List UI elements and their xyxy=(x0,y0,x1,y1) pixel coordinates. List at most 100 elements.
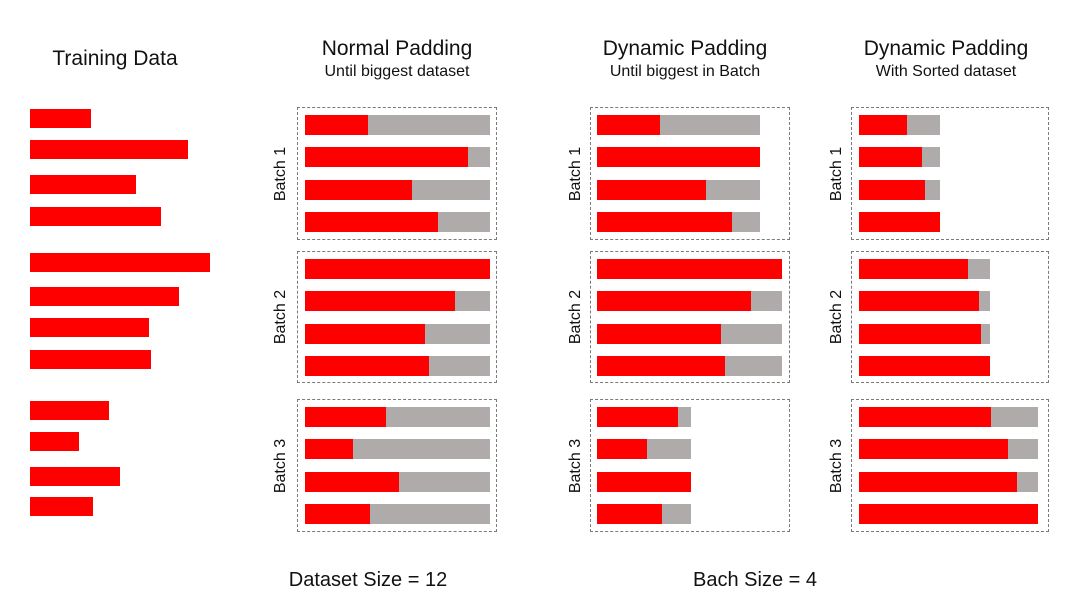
token-fill xyxy=(859,504,1038,524)
dynamic-padding-title: Dynamic Padding xyxy=(602,37,768,60)
dynamic-sample-bar xyxy=(597,324,782,344)
token-fill xyxy=(859,115,908,135)
dynamic-sample-bar xyxy=(597,180,760,200)
batch-label: Batch 1 xyxy=(567,146,584,201)
normal-sample-bar xyxy=(305,439,490,459)
token-fill xyxy=(597,439,647,459)
dynamic-sample-bar xyxy=(597,291,782,311)
token-fill xyxy=(859,407,992,427)
normal-batch-box xyxy=(297,251,497,383)
sorted-sample-bar xyxy=(859,259,990,279)
normal-sample-bar xyxy=(305,407,490,427)
dynamic-sample-bar xyxy=(597,147,760,167)
padding-fill xyxy=(750,291,782,311)
token-fill xyxy=(597,180,707,200)
dynamic-padding-subtitle: Until biggest in Batch xyxy=(609,63,761,80)
padding-fill xyxy=(678,407,692,427)
token-fill xyxy=(859,180,926,200)
token-fill xyxy=(305,504,370,524)
padding-fill xyxy=(467,147,490,167)
padding-fill xyxy=(425,324,490,344)
dynamic-batch-box xyxy=(590,399,790,532)
token-fill xyxy=(859,356,990,376)
training-data-title: Training Data xyxy=(52,47,178,70)
dynamic-batch-box xyxy=(590,251,790,383)
batch-label: Batch 2 xyxy=(272,289,289,345)
padding-fill xyxy=(369,504,490,524)
normal-sample-bar xyxy=(305,259,490,279)
padding-fill xyxy=(980,324,990,344)
sorted-sample-bar xyxy=(859,212,940,232)
padding-fill xyxy=(907,115,940,135)
token-fill xyxy=(859,147,922,167)
sorted-sample-bar xyxy=(859,147,940,167)
token-fill xyxy=(305,180,413,200)
token-fill xyxy=(305,356,429,376)
padding-fill xyxy=(925,180,940,200)
sorted-sample-bar xyxy=(859,180,940,200)
padding-fill xyxy=(353,439,490,459)
normal-sample-bar xyxy=(305,472,490,492)
normal-sample-bar xyxy=(305,115,490,135)
batch-label: Batch 1 xyxy=(828,146,845,201)
token-fill xyxy=(597,212,733,232)
padding-fill xyxy=(386,407,490,427)
token-fill xyxy=(597,259,782,279)
token-fill xyxy=(305,115,368,135)
padding-fill xyxy=(978,291,990,311)
padding-fill xyxy=(399,472,490,492)
sorted-sample-bar xyxy=(859,115,940,135)
training-sample-bar xyxy=(30,318,149,337)
padding-fill xyxy=(1016,472,1038,492)
token-fill xyxy=(859,324,981,344)
normal-sample-bar xyxy=(305,147,490,167)
sorted-sample-bar xyxy=(859,407,1038,427)
normal-sample-bar xyxy=(305,324,490,344)
token-fill xyxy=(597,115,660,135)
training-sample-bar xyxy=(30,401,110,420)
token-fill xyxy=(305,212,439,232)
normal-sample-bar xyxy=(305,356,490,376)
sorted-sample-bar xyxy=(859,439,1038,459)
normal-padding-title: Normal Padding xyxy=(321,37,473,60)
token-fill xyxy=(859,472,1017,492)
batch-label: Batch 2 xyxy=(567,289,584,345)
training-sample-bar xyxy=(30,109,92,128)
padding-fill xyxy=(454,291,490,311)
dynamic-sample-bar xyxy=(597,439,692,459)
sorted-padding-subtitle: With Sorted dataset xyxy=(875,63,1017,80)
batch-label: Batch 3 xyxy=(828,438,845,493)
sorted-sample-bar xyxy=(859,356,990,376)
token-fill xyxy=(305,472,400,492)
token-fill xyxy=(597,407,679,427)
padding-fill xyxy=(720,324,782,344)
normal-sample-bar xyxy=(305,180,490,200)
dataset-size-caption: Dataset Size = 12 xyxy=(288,569,448,591)
batch-label: Batch 3 xyxy=(567,438,584,493)
training-sample-bar xyxy=(30,467,120,486)
padding-fill xyxy=(438,212,490,232)
sorted-batch-box xyxy=(851,251,1049,383)
dynamic-sample-bar xyxy=(597,259,782,279)
normal-sample-bar xyxy=(305,504,490,524)
padding-fill xyxy=(968,259,990,279)
padding-fill xyxy=(646,439,692,459)
token-fill xyxy=(859,439,1008,459)
normal-sample-bar xyxy=(305,212,490,232)
token-fill xyxy=(597,147,760,167)
padding-fill xyxy=(1007,439,1038,459)
sorted-sample-bar xyxy=(859,472,1038,492)
dynamic-sample-bar xyxy=(597,472,692,492)
padding-fill xyxy=(428,356,490,376)
sorted-sample-bar xyxy=(859,291,990,311)
training-sample-bar xyxy=(30,350,151,369)
normal-batch-box xyxy=(297,399,497,532)
token-fill xyxy=(305,439,354,459)
token-fill xyxy=(597,324,721,344)
token-fill xyxy=(859,259,969,279)
token-fill xyxy=(597,472,692,492)
token-fill xyxy=(859,212,940,232)
token-fill xyxy=(305,291,455,311)
normal-padding-subtitle: Until biggest dataset xyxy=(324,63,470,80)
padding-fill xyxy=(991,407,1038,427)
